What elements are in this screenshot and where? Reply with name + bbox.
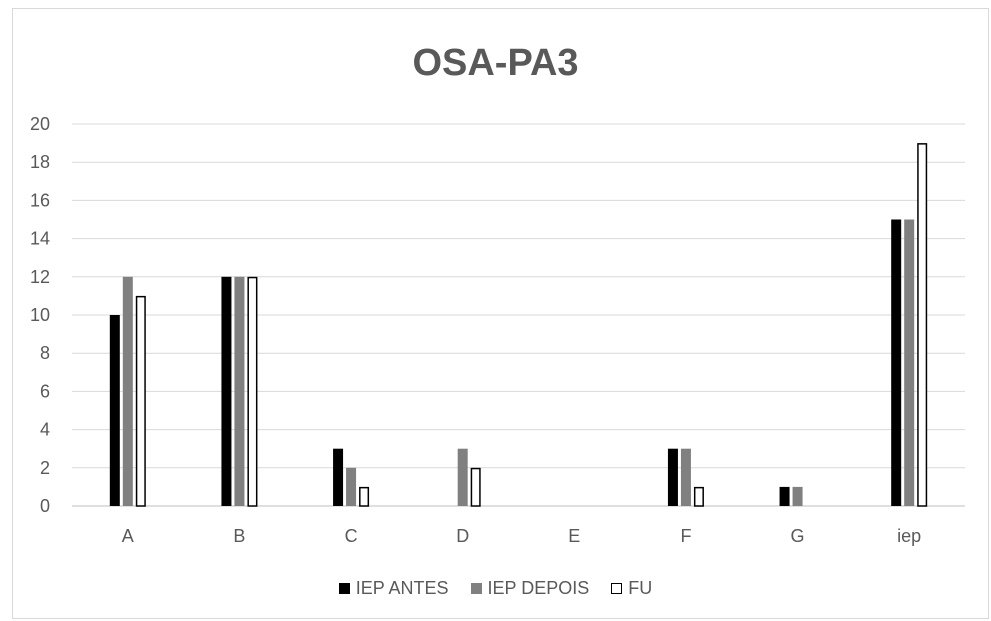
- bar-iep-antes-c: [333, 448, 344, 506]
- bar-fu-a: [135, 295, 146, 507]
- y-tick-label: 4: [40, 420, 50, 440]
- legend-label-iep-antes: IEP ANTES: [355, 578, 449, 598]
- bar-iep-antes-f: [667, 448, 678, 506]
- bar-fu-iep: [917, 143, 928, 507]
- bar-iep-depois-iep: [904, 219, 915, 506]
- y-tick-label: 10: [30, 305, 50, 325]
- bar-iep-depois-d: [457, 448, 468, 506]
- bar-iep-depois-b: [234, 276, 245, 506]
- legend-item-fu: FU: [611, 578, 652, 599]
- chart-title: OSA-PA3: [412, 42, 579, 84]
- bar-iep-depois-f: [680, 448, 691, 506]
- legend-label-iep-depois: IEP DEPOIS: [487, 578, 590, 598]
- x-tick-label: E: [568, 526, 580, 546]
- legend-swatch-iep-depois: [470, 583, 482, 594]
- legend-item-iep-depois: IEP DEPOIS: [470, 578, 590, 599]
- y-tick-label: 6: [40, 381, 50, 401]
- bar-iep-depois-g: [792, 486, 803, 506]
- y-tick-label: 12: [30, 267, 50, 287]
- bar-fu-c: [359, 486, 370, 507]
- bar-iep-antes-a: [109, 315, 120, 506]
- y-tick-label: 16: [30, 190, 50, 210]
- y-tick-label: 14: [30, 229, 50, 249]
- bar-iep-depois-a: [122, 276, 133, 506]
- bar-fu-b: [247, 276, 258, 507]
- bar-iep-antes-iep: [891, 219, 902, 506]
- bar-fu-d: [470, 467, 481, 507]
- chart-frame: [12, 8, 989, 619]
- bar-fu-f: [693, 486, 704, 507]
- y-tick-label: 8: [40, 343, 50, 363]
- legend-swatch-fu: [611, 583, 623, 594]
- bar-iep-antes-g: [779, 486, 790, 506]
- legend-item-iep-antes: IEP ANTES: [338, 578, 449, 599]
- x-tick-label: iep: [897, 526, 921, 546]
- y-tick-label: 18: [30, 152, 50, 172]
- y-tick-label: 20: [30, 114, 50, 134]
- y-tick-label: 0: [40, 496, 50, 516]
- bar-iep-depois-c: [346, 467, 357, 506]
- legend: IEP ANTES IEP DEPOIS FU: [0, 578, 991, 599]
- y-tick-label: 2: [40, 458, 50, 478]
- x-tick-label: A: [122, 526, 134, 546]
- x-tick-label: C: [345, 526, 358, 546]
- bars: [109, 143, 928, 507]
- bar-iep-antes-b: [221, 276, 232, 506]
- legend-label-fu: FU: [628, 578, 653, 598]
- legend-swatch-iep-antes: [338, 583, 350, 594]
- x-tick-label: F: [680, 526, 691, 546]
- x-tick-label: D: [456, 526, 469, 546]
- y-axis-ticks: 0 2 4 6 8 10 12 14 16 18 20: [30, 114, 50, 516]
- x-tick-label: B: [233, 526, 245, 546]
- gridlines: [72, 123, 965, 507]
- x-tick-label: G: [791, 526, 805, 546]
